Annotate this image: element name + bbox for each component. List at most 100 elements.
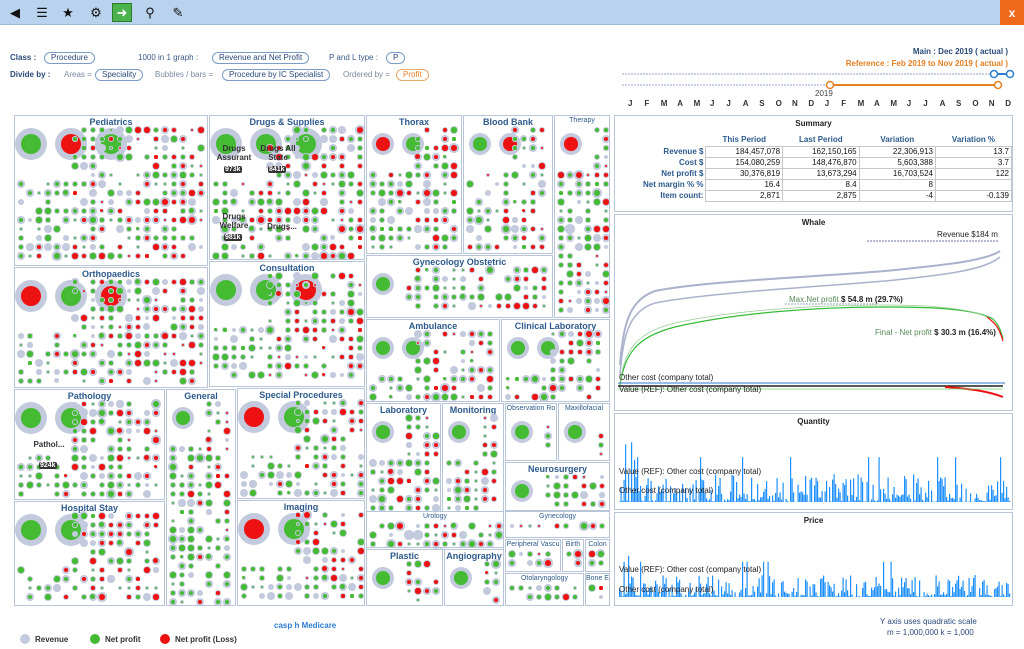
- bubble[interactable]: [545, 474, 551, 480]
- bubble[interactable]: [284, 281, 291, 288]
- bubble[interactable]: [560, 133, 582, 155]
- bubble[interactable]: [117, 446, 123, 452]
- bubble[interactable]: [511, 126, 519, 134]
- bubble[interactable]: [322, 445, 328, 451]
- bubble[interactable]: [337, 224, 347, 234]
- bubble[interactable]: [424, 208, 430, 214]
- bubble[interactable]: [329, 171, 337, 179]
- bubble[interactable]: [329, 308, 337, 316]
- bubble[interactable]: [108, 172, 114, 178]
- bubble[interactable]: [355, 334, 364, 344]
- bubble[interactable]: [283, 343, 293, 353]
- bubble[interactable]: [45, 217, 51, 223]
- bubble[interactable]: [530, 208, 536, 214]
- bubble[interactable]: [274, 152, 284, 162]
- bubble[interactable]: [541, 294, 547, 300]
- bubble[interactable]: [406, 235, 412, 241]
- bubble[interactable]: [369, 216, 377, 224]
- bubble[interactable]: [169, 358, 178, 367]
- bubble[interactable]: [79, 367, 89, 377]
- bubble[interactable]: [492, 578, 500, 586]
- bubble[interactable]: [171, 154, 177, 160]
- bubble[interactable]: [451, 199, 457, 205]
- bubble[interactable]: [27, 585, 33, 591]
- bubble[interactable]: [18, 482, 24, 488]
- bubble[interactable]: [134, 530, 142, 538]
- bubble[interactable]: [592, 233, 602, 243]
- bubble[interactable]: [544, 584, 552, 592]
- bubble[interactable]: [257, 326, 265, 334]
- bubble[interactable]: [357, 408, 364, 416]
- bubble[interactable]: [206, 545, 212, 551]
- bubble[interactable]: [331, 584, 337, 590]
- bubble[interactable]: [590, 501, 596, 507]
- bubble[interactable]: [460, 331, 466, 337]
- bubble[interactable]: [568, 340, 574, 346]
- bubble[interactable]: [161, 189, 169, 197]
- bubble[interactable]: [143, 350, 151, 358]
- bubble[interactable]: [539, 172, 545, 178]
- bubble[interactable]: [189, 369, 195, 375]
- bubble[interactable]: [133, 125, 143, 135]
- bubble[interactable]: [543, 558, 553, 568]
- bubble[interactable]: [27, 253, 33, 259]
- bubble[interactable]: [295, 481, 301, 487]
- bubble[interactable]: [108, 333, 114, 339]
- bubble[interactable]: [80, 593, 88, 601]
- bubble[interactable]: [414, 284, 422, 292]
- bubble[interactable]: [576, 199, 582, 205]
- bubble[interactable]: [503, 190, 509, 196]
- bubble[interactable]: [544, 550, 552, 558]
- bubble[interactable]: [311, 335, 319, 343]
- bubble[interactable]: [107, 368, 115, 376]
- bubble[interactable]: [187, 215, 197, 225]
- bubble[interactable]: [151, 556, 161, 566]
- bubble[interactable]: [423, 531, 431, 539]
- bubble[interactable]: [178, 188, 187, 197]
- bubble[interactable]: [62, 234, 70, 242]
- bubble[interactable]: [579, 490, 589, 500]
- bubble[interactable]: [71, 481, 79, 489]
- bubble[interactable]: [311, 317, 319, 325]
- bubble[interactable]: [186, 489, 196, 499]
- bubble[interactable]: [25, 349, 35, 359]
- bubble[interactable]: [180, 235, 186, 241]
- bubble[interactable]: [186, 552, 196, 562]
- bubble[interactable]: [53, 472, 61, 480]
- bubble[interactable]: [446, 496, 452, 502]
- bubble[interactable]: [45, 351, 51, 357]
- treemap-cell[interactable]: Gynecology: [505, 511, 610, 538]
- bubble[interactable]: [432, 540, 440, 547]
- bubble[interactable]: [402, 337, 424, 359]
- bubble[interactable]: [601, 296, 609, 306]
- bubble[interactable]: [134, 216, 142, 224]
- bubble[interactable]: [532, 294, 538, 300]
- bubble[interactable]: [161, 252, 169, 260]
- bubble[interactable]: [178, 562, 186, 570]
- month-tick[interactable]: M: [890, 99, 898, 108]
- bubble[interactable]: [229, 197, 239, 207]
- bubble[interactable]: [142, 489, 152, 499]
- bubble[interactable]: [89, 207, 97, 215]
- bubble[interactable]: [90, 585, 96, 591]
- bubble[interactable]: [460, 394, 466, 400]
- bubble[interactable]: [454, 477, 462, 485]
- bubble[interactable]: [433, 487, 439, 493]
- bubble[interactable]: [414, 225, 422, 233]
- bubble[interactable]: [142, 453, 152, 463]
- bubble[interactable]: [592, 197, 602, 207]
- bubble[interactable]: [89, 126, 97, 134]
- bubble[interactable]: [450, 375, 458, 383]
- bubble[interactable]: [321, 345, 327, 351]
- bubble[interactable]: [27, 473, 32, 478]
- bubble[interactable]: [206, 509, 212, 515]
- bubble[interactable]: [357, 154, 363, 160]
- bubble[interactable]: [576, 384, 584, 392]
- bubble[interactable]: [61, 480, 71, 490]
- bubble[interactable]: [577, 349, 583, 355]
- bubble[interactable]: [106, 453, 116, 463]
- bubble[interactable]: [134, 593, 142, 601]
- bubble[interactable]: [71, 278, 79, 286]
- bubble[interactable]: [602, 261, 609, 269]
- bubble[interactable]: [387, 504, 395, 512]
